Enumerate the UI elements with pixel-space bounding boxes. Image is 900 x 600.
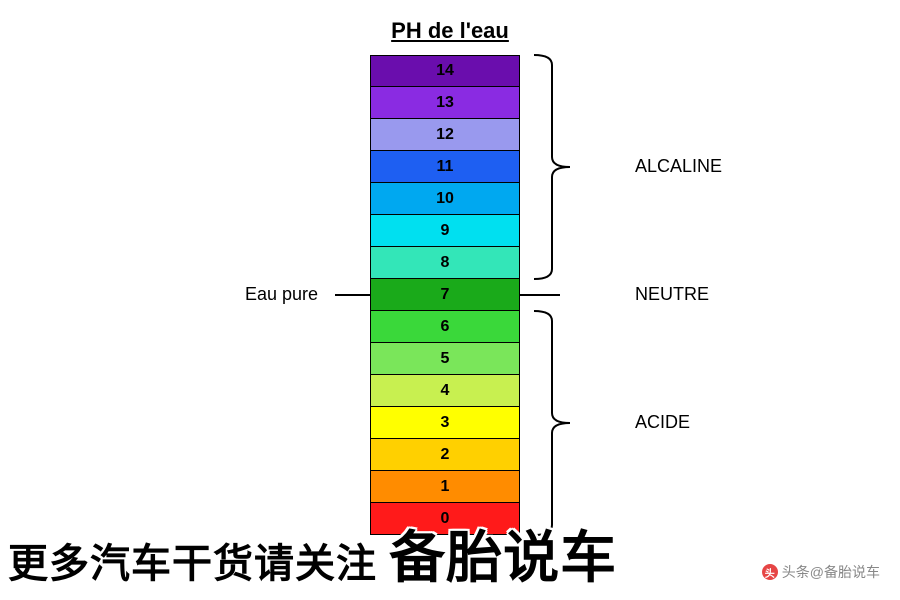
right-label-acide: ACIDE	[635, 412, 690, 433]
ph-cell-9: 9	[370, 215, 520, 247]
chart-title: PH de l'eau	[0, 18, 900, 44]
ph-cell-5: 5	[370, 343, 520, 375]
left-tick	[335, 294, 370, 296]
attribution-text: 头条@备胎说车	[782, 562, 880, 582]
watermark-text: 更多汽车干货请关注 备胎说车	[8, 513, 617, 594]
right-tick-neutre	[520, 294, 560, 296]
ph-cell-12: 12	[370, 119, 520, 151]
ph-cell-2: 2	[370, 439, 520, 471]
ph-cell-10: 10	[370, 183, 520, 215]
ph-cell-13: 13	[370, 87, 520, 119]
right-label-neutre: NEUTRE	[635, 284, 709, 305]
ph-cell-3: 3	[370, 407, 520, 439]
ph-cell-8: 8	[370, 247, 520, 279]
ph-cell-4: 4	[370, 375, 520, 407]
watermark-brand: 备胎说车	[389, 526, 617, 589]
watermark-prefix: 更多汽车干货请关注	[8, 542, 377, 586]
attribution: 头 头条@备胎说车	[762, 562, 880, 582]
ph-cell-1: 1	[370, 471, 520, 503]
ph-cell-6: 6	[370, 311, 520, 343]
ph-color-scale: 14131211109876543210	[370, 55, 520, 535]
right-label-alcaline: ALCALINE	[635, 156, 722, 177]
ph-cell-11: 11	[370, 151, 520, 183]
attribution-icon: 头	[762, 564, 778, 580]
left-label-eau-pure: Eau pure	[245, 284, 318, 305]
ph-cell-7: 7	[370, 279, 520, 311]
brace-alcaline	[532, 53, 574, 281]
brace-acide	[532, 309, 574, 537]
ph-cell-14: 14	[370, 55, 520, 87]
